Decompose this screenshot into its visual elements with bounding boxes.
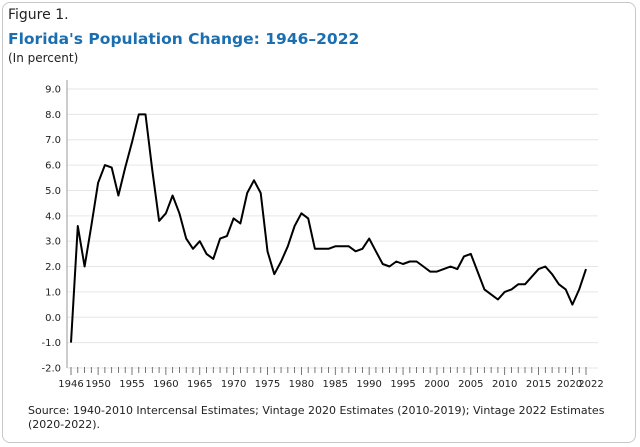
x-tick-label: 2015 <box>526 379 551 390</box>
y-tick-label: 0.0 <box>45 313 61 324</box>
y-tick-label: 2.0 <box>45 262 61 273</box>
y-tick-label: -2.0 <box>41 364 61 375</box>
y-tick-label: 8.0 <box>45 110 61 121</box>
x-tick-label: 1995 <box>390 379 415 390</box>
y-tick-label: 6.0 <box>45 161 61 172</box>
x-tick-label: 1946 <box>58 379 83 390</box>
x-tick-label: 1965 <box>187 379 212 390</box>
x-tick-label: 2022 <box>578 379 603 390</box>
y-tick-label: 3.0 <box>45 237 61 248</box>
y-tick-label: -1.0 <box>41 338 61 349</box>
figure-label: Figure 1. <box>8 7 69 23</box>
x-tick-label: 1960 <box>153 379 178 390</box>
x-tick-label: 1970 <box>221 379 246 390</box>
figure-frame <box>2 2 636 443</box>
source-note: Source: 1940-2010 Intercensal Estimates;… <box>28 404 605 431</box>
x-tick-label: 2010 <box>492 379 517 390</box>
x-tick-label: 2000 <box>424 379 449 390</box>
y-tick-label: 9.0 <box>45 85 61 96</box>
x-tick-label: 2005 <box>458 379 483 390</box>
x-tick-label: 1985 <box>323 379 348 390</box>
y-tick-label: 4.0 <box>45 211 61 222</box>
y-tick-label: 7.0 <box>45 135 61 146</box>
chart-subtitle: (In percent) <box>8 51 79 65</box>
x-tick-label: 1955 <box>119 379 144 390</box>
y-tick-label: 5.0 <box>45 186 61 197</box>
x-tick-label: 1980 <box>289 379 314 390</box>
x-tick-label: 1975 <box>255 379 280 390</box>
x-tick-label: 2020 <box>557 379 582 390</box>
x-tick-label: 1990 <box>356 379 381 390</box>
y-tick-label: 1.0 <box>45 287 61 298</box>
x-tick-label: 1950 <box>85 379 110 390</box>
series-line <box>70 113 587 343</box>
chart-title: Florida's Population Change: 1946–2022 <box>8 30 360 48</box>
